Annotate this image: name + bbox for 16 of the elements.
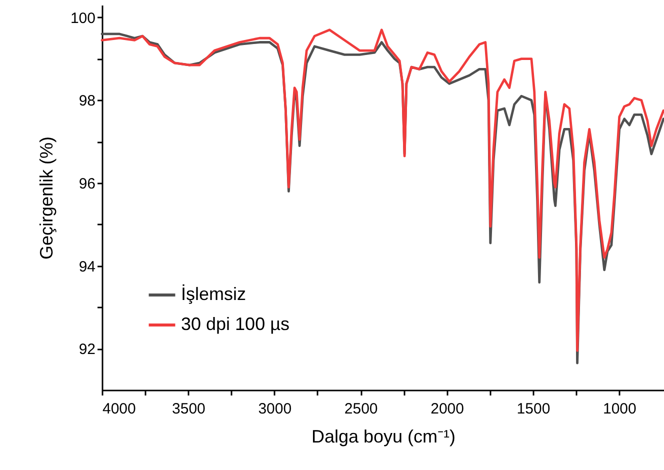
x-tick-label: 4000 xyxy=(102,400,136,418)
legend-label: İşlemsiz xyxy=(181,284,246,304)
y-tick-label: 98 xyxy=(78,92,96,110)
x-tick-label: 3000 xyxy=(258,400,292,418)
y-axis-title: Geçirgenlik (%) xyxy=(36,136,56,260)
x-axis-title: Dalga boyu (cm⁻¹) xyxy=(311,426,456,446)
legend-label: 30 dpi 100 µs xyxy=(181,314,290,334)
y-tick-label: 96 xyxy=(78,176,96,193)
x-tick-label: 3500 xyxy=(172,400,206,418)
x-tick-label: 2000 xyxy=(430,400,464,418)
y-tick-label: 92 xyxy=(78,341,96,358)
x-tick-label: 2500 xyxy=(344,400,378,418)
y-tick-label: 94 xyxy=(78,258,96,276)
x-tick-label: 1000 xyxy=(602,400,636,418)
x-tick-label: 1500 xyxy=(516,400,550,418)
y-tick-label: 100 xyxy=(70,10,96,27)
